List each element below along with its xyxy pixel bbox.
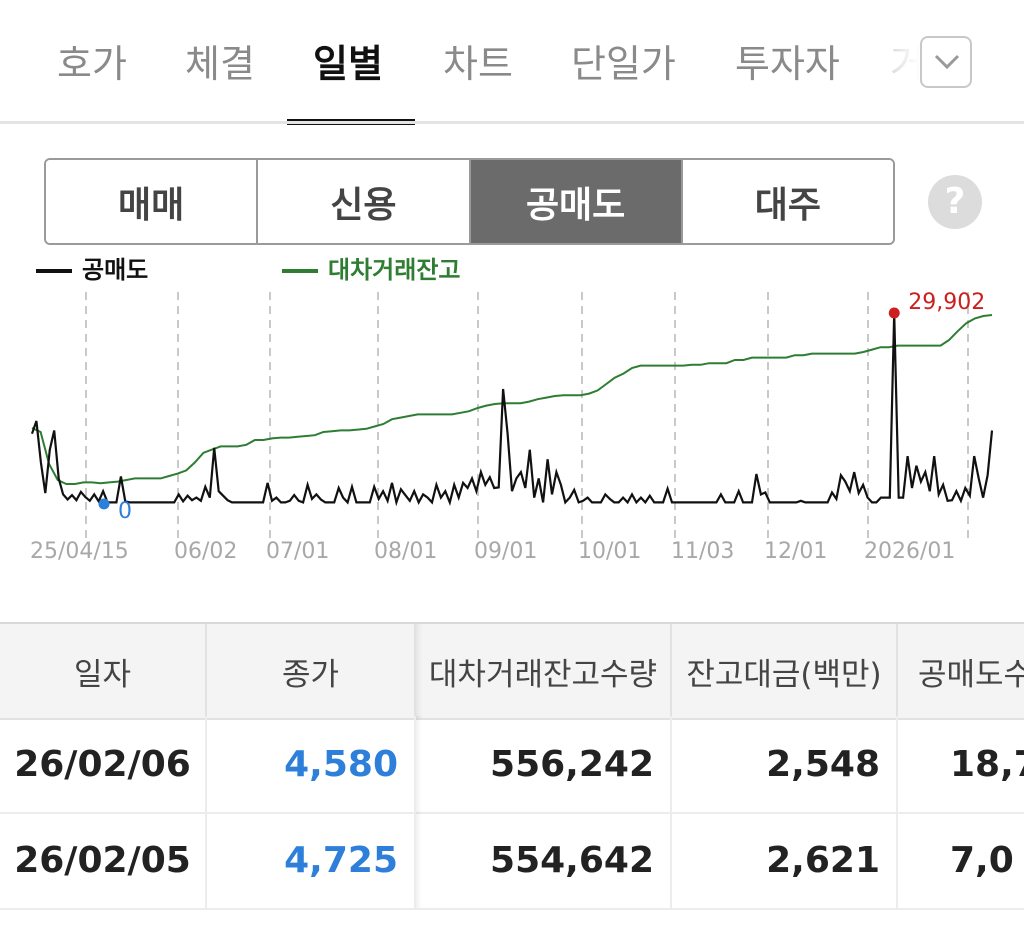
short-sell-chart[interactable]: 25/04/15 06/02 07/01 08/01 09/01 10/01 11/03 12… — [0, 288, 1024, 588]
legend-swatch-loan-balance — [282, 269, 318, 273]
segment-trading[interactable]: 매매 — [46, 160, 259, 243]
tab-fade — [880, 20, 920, 110]
row-close: 4,580 — [207, 716, 416, 812]
x-tick-label: 08/01 — [374, 539, 437, 564]
legend-label-loan-balance: 대차거래잔고 — [328, 256, 461, 284]
header-loan-amount: 잔고대금(백만) — [672, 624, 898, 718]
max-marker — [888, 307, 900, 319]
chevron-down-icon — [934, 54, 960, 70]
header-close: 종가 — [207, 624, 416, 718]
tab-single-price[interactable]: 단일가 — [571, 42, 676, 86]
row-short-qty: 18,7 — [950, 743, 1024, 785]
header-loan-qty: 대차거래잔고수량 — [416, 624, 672, 718]
row-loan-qty: 556,242 — [416, 716, 672, 812]
table-row[interactable]: 26/02/06 4,580 556,242 2,548 18,7 — [0, 716, 1024, 814]
segment-stock-loan[interactable]: 대주 — [682, 160, 893, 243]
tab-daily[interactable]: 일별 — [313, 42, 383, 86]
x-tick-label: 2026/01 — [864, 539, 955, 564]
row-loan-qty: 554,642 — [416, 812, 672, 908]
legend-loan-balance: 대차거래잔고 — [282, 252, 460, 288]
row-date: 26/02/06 — [0, 716, 207, 812]
segment-control: 매매 신용 공매도 대주 — [44, 158, 895, 245]
header-short-qty: 공매도수 — [918, 656, 1024, 693]
segment-short-selling[interactable]: 공매도 — [470, 160, 683, 243]
min-value-label: 0 — [118, 499, 132, 524]
series-loan-balance-line — [31, 314, 993, 485]
tab-investor[interactable]: 투자자 — [735, 42, 840, 86]
x-tick-label: 11/03 — [671, 539, 734, 564]
series-short-sell-line — [30, 312, 994, 507]
x-tick-label: 07/01 — [266, 539, 329, 564]
x-tick-label: 09/01 — [474, 539, 537, 564]
min-marker — [98, 498, 110, 510]
table-row[interactable]: 26/02/05 4,725 554,642 2,621 7,0 — [0, 812, 1024, 910]
tab-bar-divider — [0, 121, 1024, 124]
table-header: 일자 종가 대차거래잔고수량 잔고대금(백만) 공매도수 — [0, 622, 1024, 720]
x-tick-label: 10/01 — [578, 539, 641, 564]
tab-chart[interactable]: 차트 — [443, 42, 513, 86]
max-value-label: 29,902 — [908, 290, 985, 315]
tab-trades[interactable]: 체결 — [185, 42, 255, 86]
more-tabs-button[interactable] — [920, 36, 972, 88]
row-loan-amount: 2,548 — [672, 716, 898, 812]
question-icon[interactable]: ? — [928, 175, 982, 229]
row-date: 26/02/05 — [0, 812, 207, 908]
row-close: 4,725 — [207, 812, 416, 908]
legend-label-short-sell: 공매도 — [82, 256, 149, 284]
legend-swatch-short-sell — [36, 269, 72, 273]
top-tab-bar: 호가 체결 일별 차트 단일가 투자자 거 — [0, 0, 1024, 125]
tab-quote[interactable]: 호가 — [57, 42, 127, 86]
header-date: 일자 — [0, 624, 207, 718]
row-short-qty: 7,0 — [950, 839, 1014, 881]
x-tick-label: 25/04/15 — [30, 539, 129, 564]
row-loan-amount: 2,621 — [672, 812, 898, 908]
legend-short-sell: 공매도 — [36, 252, 148, 288]
x-tick-label: 06/02 — [174, 539, 237, 564]
segment-credit[interactable]: 신용 — [258, 160, 471, 243]
x-tick-label: 12/01 — [764, 539, 827, 564]
